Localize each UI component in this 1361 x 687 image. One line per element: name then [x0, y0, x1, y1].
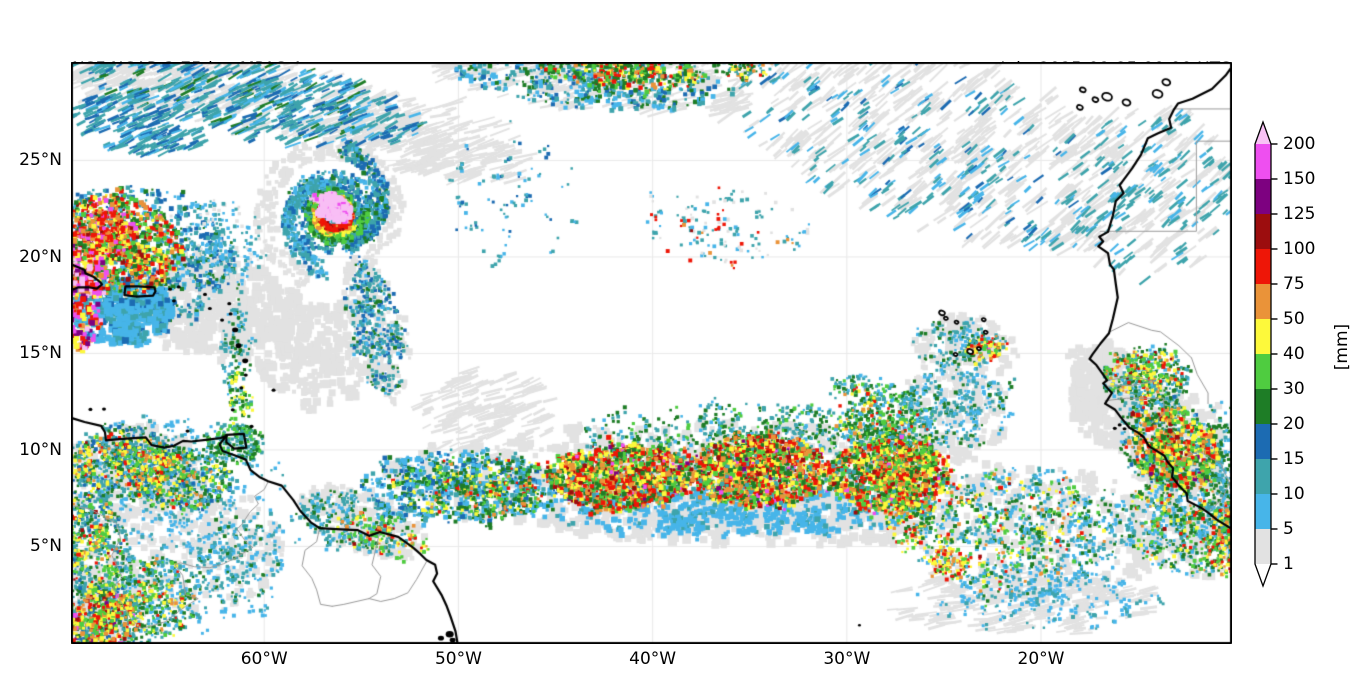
colorbar-tick-label: 40	[1283, 344, 1305, 364]
colorbar-tick-label: 50	[1283, 309, 1305, 329]
colorbar-tick-label: 75	[1283, 274, 1305, 294]
colorbar-segment	[1255, 179, 1271, 215]
colorbar-segment	[1255, 354, 1271, 390]
colorbar	[1254, 120, 1278, 588]
precipitation-map-canvas	[71, 62, 1232, 644]
x-axis-tick-label: 30°W	[823, 649, 871, 669]
x-axis-tick-label: 60°W	[240, 649, 288, 669]
y-axis-tick-label: 10°N	[19, 439, 62, 460]
colorbar-segment	[1255, 214, 1271, 250]
x-axis-tick-label: 20°W	[1017, 649, 1065, 669]
colorbar-tick-label: 10	[1283, 484, 1305, 504]
colorbar-tick-label: 30	[1283, 379, 1305, 399]
colorbar-over-arrow	[1255, 122, 1271, 144]
colorbar-tick-label: 5	[1283, 519, 1294, 539]
colorbar-under-arrow	[1255, 564, 1271, 586]
colorbar-segment	[1255, 459, 1271, 495]
colorbar-tick-label: 1	[1283, 554, 1294, 574]
colorbar-tick-label: 20	[1283, 414, 1305, 434]
y-axis-tick-label: 15°N	[19, 343, 62, 364]
colorbar-segment	[1255, 424, 1271, 460]
colorbar-segment	[1255, 494, 1271, 530]
colorbar-tick-label: 150	[1283, 169, 1316, 189]
y-axis-tick-label: 25°N	[19, 150, 62, 171]
colorbar-segment	[1255, 319, 1271, 355]
y-axis-tick-label: 5°N	[29, 536, 62, 557]
x-axis-tick-label: 50°W	[434, 649, 482, 669]
colorbar-segment	[1255, 529, 1271, 565]
colorbar-tick-label: 125	[1283, 204, 1316, 224]
y-axis-tick-label: 20°N	[19, 246, 62, 267]
colorbar-segment	[1255, 144, 1271, 180]
colorbar-unit-label: [mm]	[1332, 323, 1352, 371]
x-axis-tick-label: 40°W	[629, 649, 677, 669]
colorbar-segment	[1255, 249, 1271, 285]
colorbar-tick-label: 200	[1283, 134, 1316, 154]
colorbar-segment	[1255, 389, 1271, 425]
colorbar-tick-label: 15	[1283, 449, 1305, 469]
colorbar-segment	[1255, 284, 1271, 320]
colorbar-tick-label: 100	[1283, 239, 1316, 259]
